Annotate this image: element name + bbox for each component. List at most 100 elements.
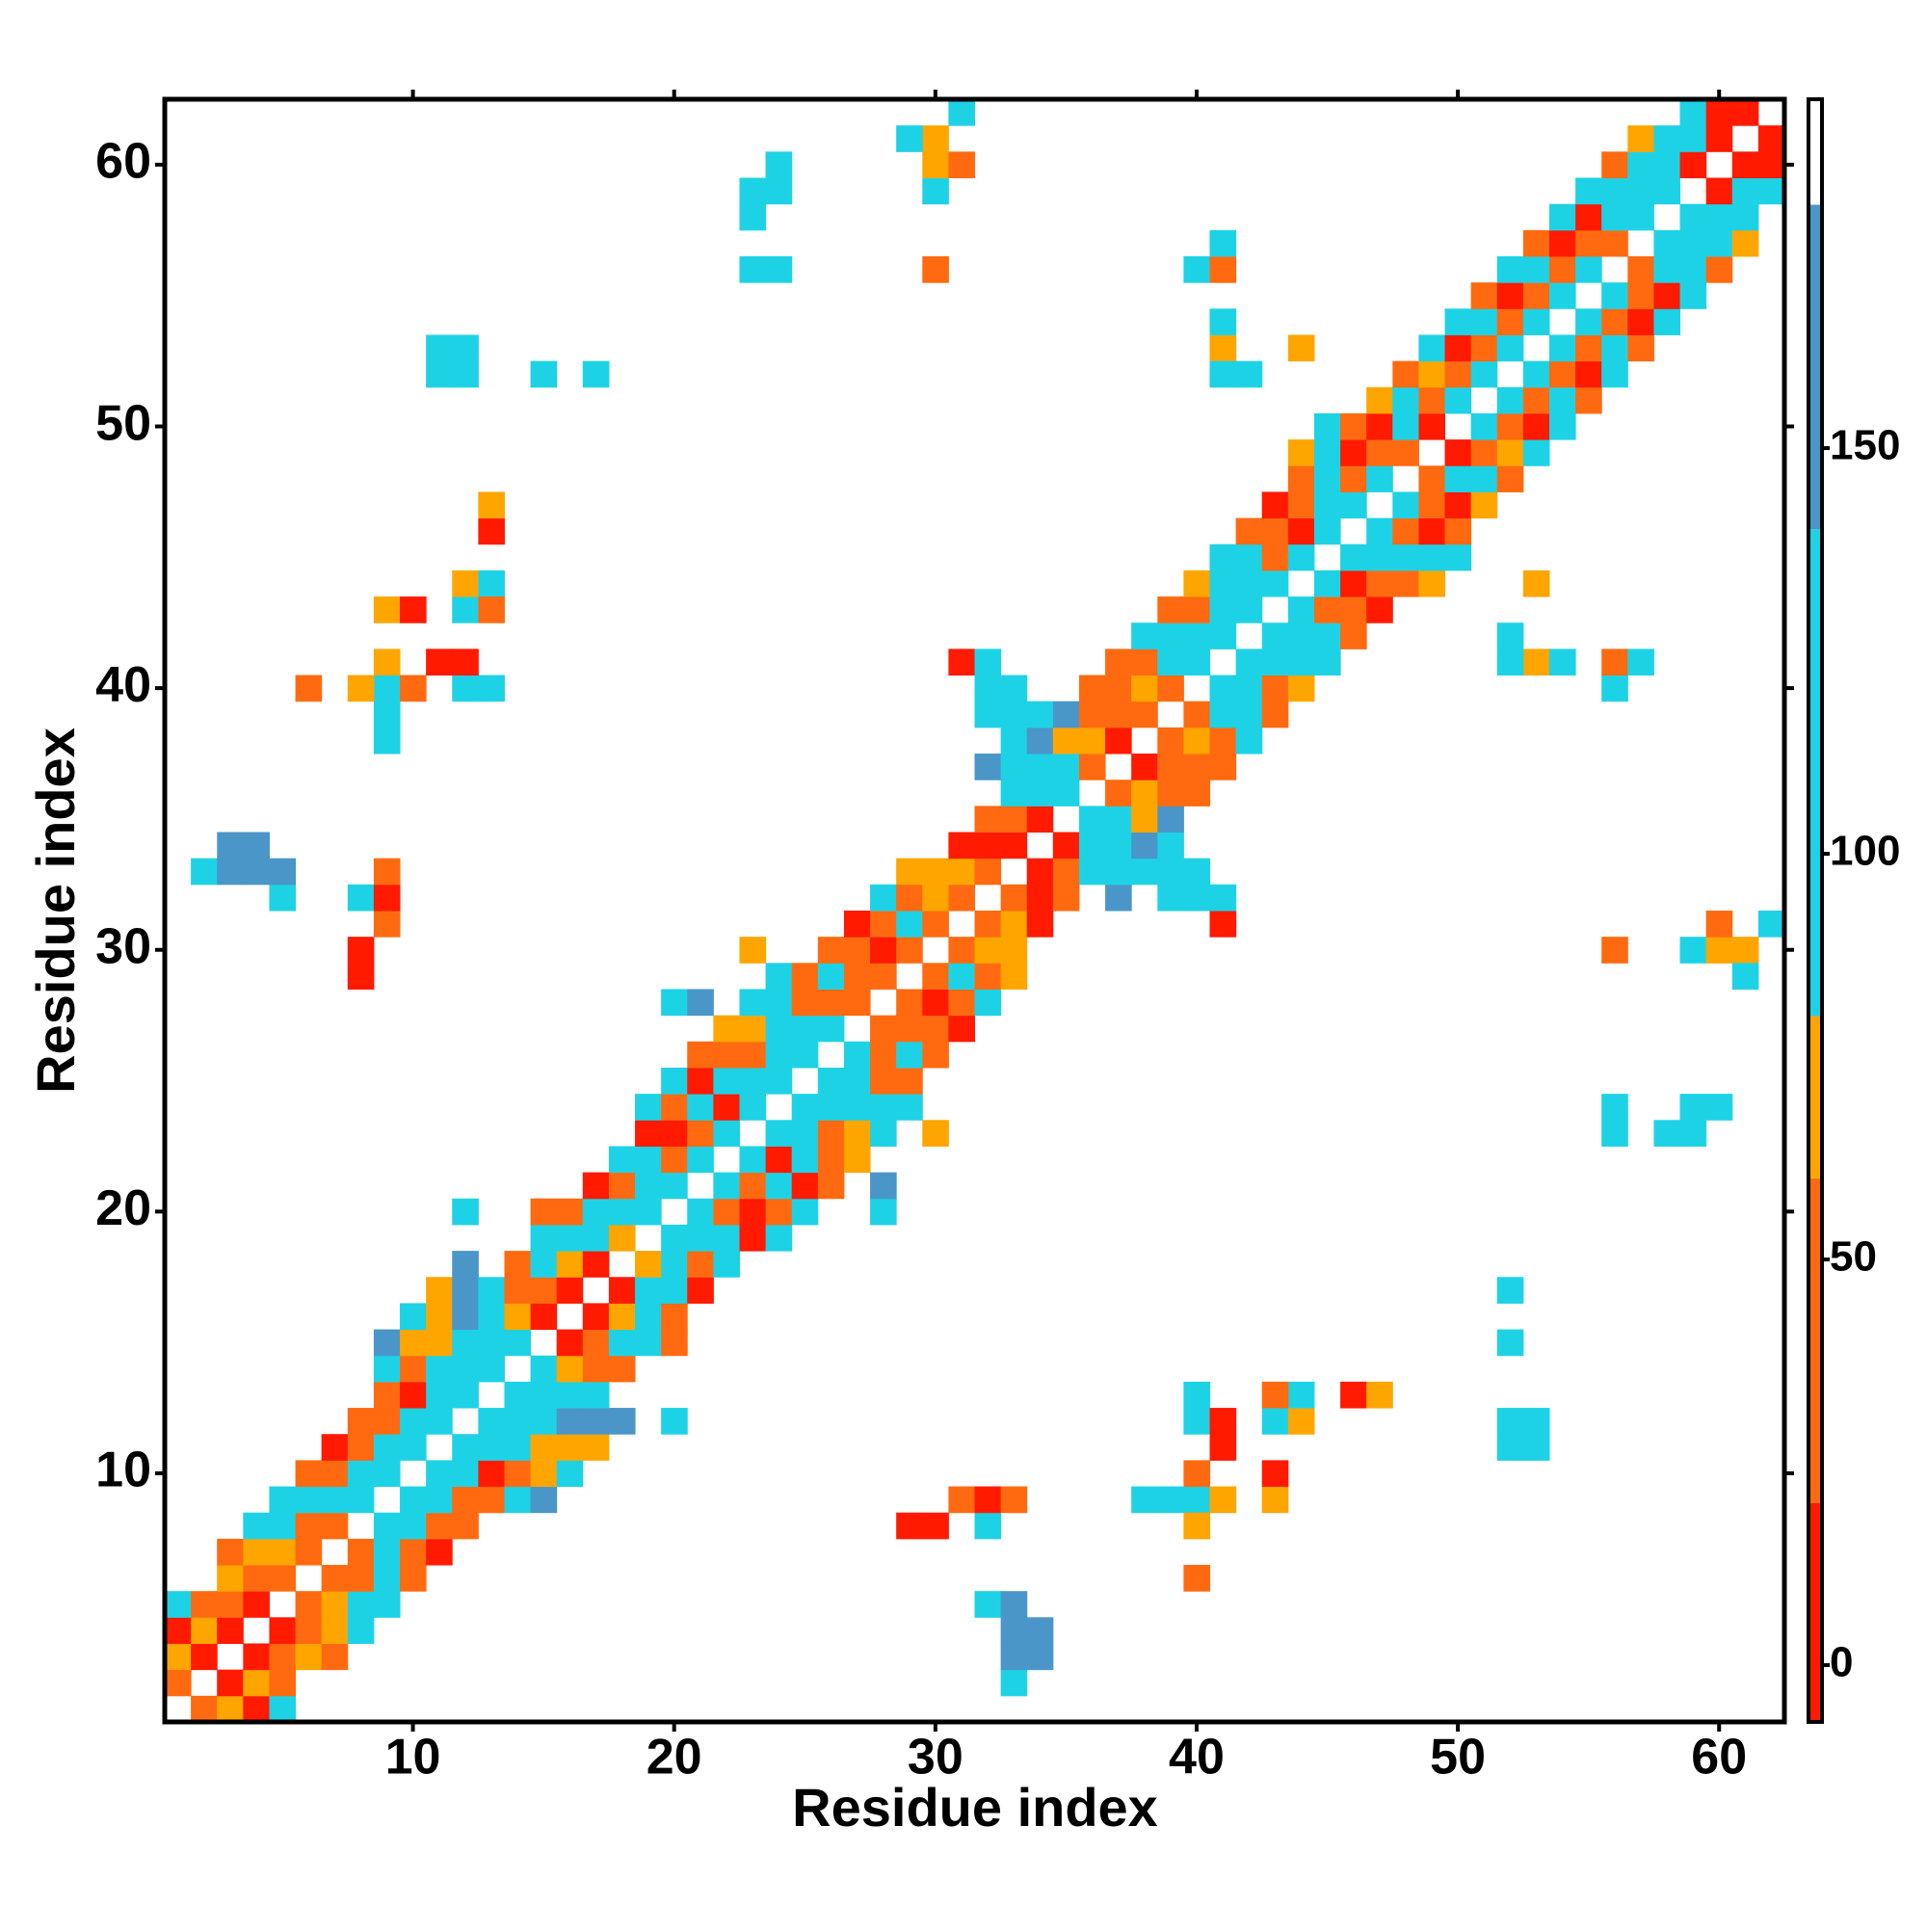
heatmap-cell: [400, 1303, 427, 1331]
heatmap-cell: [1496, 1277, 1524, 1304]
heatmap-cell: [426, 1538, 453, 1566]
heatmap-cell: [1183, 780, 1211, 807]
heatmap-cell: [661, 1277, 688, 1304]
heatmap-cell: [1157, 884, 1184, 912]
heatmap-cell: [1052, 780, 1080, 807]
heatmap-cell: [739, 1067, 767, 1095]
heatmap-cell: [217, 1538, 244, 1566]
heatmap-cell: [1157, 754, 1184, 781]
heatmap-cell: [530, 1224, 558, 1252]
heatmap-cell: [1000, 911, 1028, 938]
heatmap-cell: [817, 1120, 845, 1147]
heatmap-cell: [373, 648, 401, 676]
heatmap-cell: [1496, 439, 1524, 466]
heatmap-cell: [347, 1486, 375, 1514]
heatmap-cell: [530, 1381, 558, 1409]
heatmap-cell: [321, 1591, 349, 1618]
heatmap-cell: [1522, 439, 1550, 466]
heatmap-cell: [1209, 543, 1237, 571]
heatmap-cell: [1235, 648, 1263, 676]
heatmap-cell: [765, 1015, 793, 1043]
heatmap-cell: [817, 1172, 845, 1200]
heatmap-cell: [1522, 1434, 1550, 1461]
heatmap-cell: [1679, 1094, 1707, 1121]
heatmap-cell: [452, 596, 479, 623]
heatmap-cell: [530, 1355, 558, 1383]
heatmap-cell: [373, 1381, 401, 1409]
heatmap-cell: [1209, 622, 1237, 649]
heatmap-cell: [504, 1460, 532, 1488]
heatmap-cell: [347, 1591, 375, 1618]
heatmap-cell: [1705, 229, 1733, 257]
heatmap-cell: [1522, 412, 1550, 440]
heatmap-cell: [1052, 832, 1080, 860]
heatmap-cell: [1313, 648, 1341, 676]
heatmap-cell: [530, 1408, 558, 1435]
heatmap-cell: [426, 1408, 453, 1435]
heatmap-cell: [817, 963, 845, 990]
heatmap-cell: [1209, 596, 1237, 623]
heatmap-cell: [321, 1617, 349, 1645]
heatmap-cell: [896, 1015, 923, 1043]
heatmap-cell: [1340, 491, 1367, 519]
heatmap-cell: [1392, 386, 1419, 414]
heatmap-cell: [1679, 229, 1707, 257]
heatmap-cell: [1418, 386, 1446, 414]
heatmap-cell: [608, 1329, 636, 1357]
colorbar-band: [1808, 204, 1822, 530]
heatmap-cell: [1209, 727, 1237, 754]
heatmap-cell: [1026, 884, 1054, 912]
heatmap-cell: [922, 177, 949, 205]
heatmap-cell: [1235, 360, 1263, 388]
heatmap-cell: [635, 1277, 662, 1304]
heatmap-cell: [1131, 622, 1158, 649]
heatmap-cell: [243, 1669, 270, 1697]
heatmap-cell: [1731, 203, 1759, 231]
heatmap-cell: [1157, 622, 1184, 649]
heatmap-cell: [739, 203, 767, 231]
heatmap-cell: [1679, 255, 1707, 283]
heatmap-cell: [1575, 203, 1602, 231]
heatmap-cell: [1105, 884, 1132, 912]
heatmap-cell: [478, 1329, 505, 1357]
heatmap-cell: [1653, 177, 1681, 205]
heatmap-cell: [556, 1408, 584, 1435]
heatmap-cell: [1105, 675, 1132, 702]
heatmap-cell: [1131, 1486, 1158, 1514]
x-tick-label: 10: [385, 1730, 441, 1786]
heatmap-cell: [269, 1565, 297, 1592]
heatmap-cell: [1157, 596, 1184, 623]
heatmap-cell: [1261, 622, 1289, 649]
x-tick-label: 30: [908, 1730, 964, 1786]
heatmap-cell: [974, 648, 1002, 676]
heatmap-cell: [504, 1486, 532, 1514]
heatmap-cell: [1418, 491, 1446, 519]
heatmap-cell: [1548, 648, 1576, 676]
heatmap-cell: [243, 858, 270, 886]
heatmap-cell: [1340, 1381, 1367, 1409]
heatmap-cell: [1548, 255, 1576, 283]
heatmap-cell: [1261, 1486, 1289, 1514]
heatmap-cell: [922, 884, 949, 912]
heatmap-cell: [452, 360, 479, 388]
heatmap-cell: [1444, 360, 1472, 388]
heatmap-cell: [1705, 255, 1733, 283]
heatmap-cell: [1078, 701, 1106, 728]
heatmap-cell: [582, 360, 610, 388]
heatmap-cell: [1496, 1329, 1524, 1357]
heatmap-cell: [1340, 596, 1367, 623]
colorbar-tick-label: 150: [1830, 422, 1900, 469]
heatmap-cell: [687, 1146, 714, 1174]
y-tick-label: 40: [95, 657, 151, 713]
heatmap-cell: [608, 1198, 636, 1226]
heatmap-cell: [1418, 517, 1446, 545]
heatmap-cell: [765, 1041, 793, 1069]
heatmap-cell: [582, 1434, 610, 1461]
heatmap-cell: [687, 1120, 714, 1147]
heatmap-cell: [1105, 858, 1132, 886]
heatmap-cell: [1601, 282, 1628, 309]
heatmap-cell: [243, 1643, 270, 1671]
heatmap-cell: [974, 937, 1002, 964]
heatmap-cell: [1470, 308, 1498, 335]
heatmap-cell: [321, 1643, 349, 1671]
